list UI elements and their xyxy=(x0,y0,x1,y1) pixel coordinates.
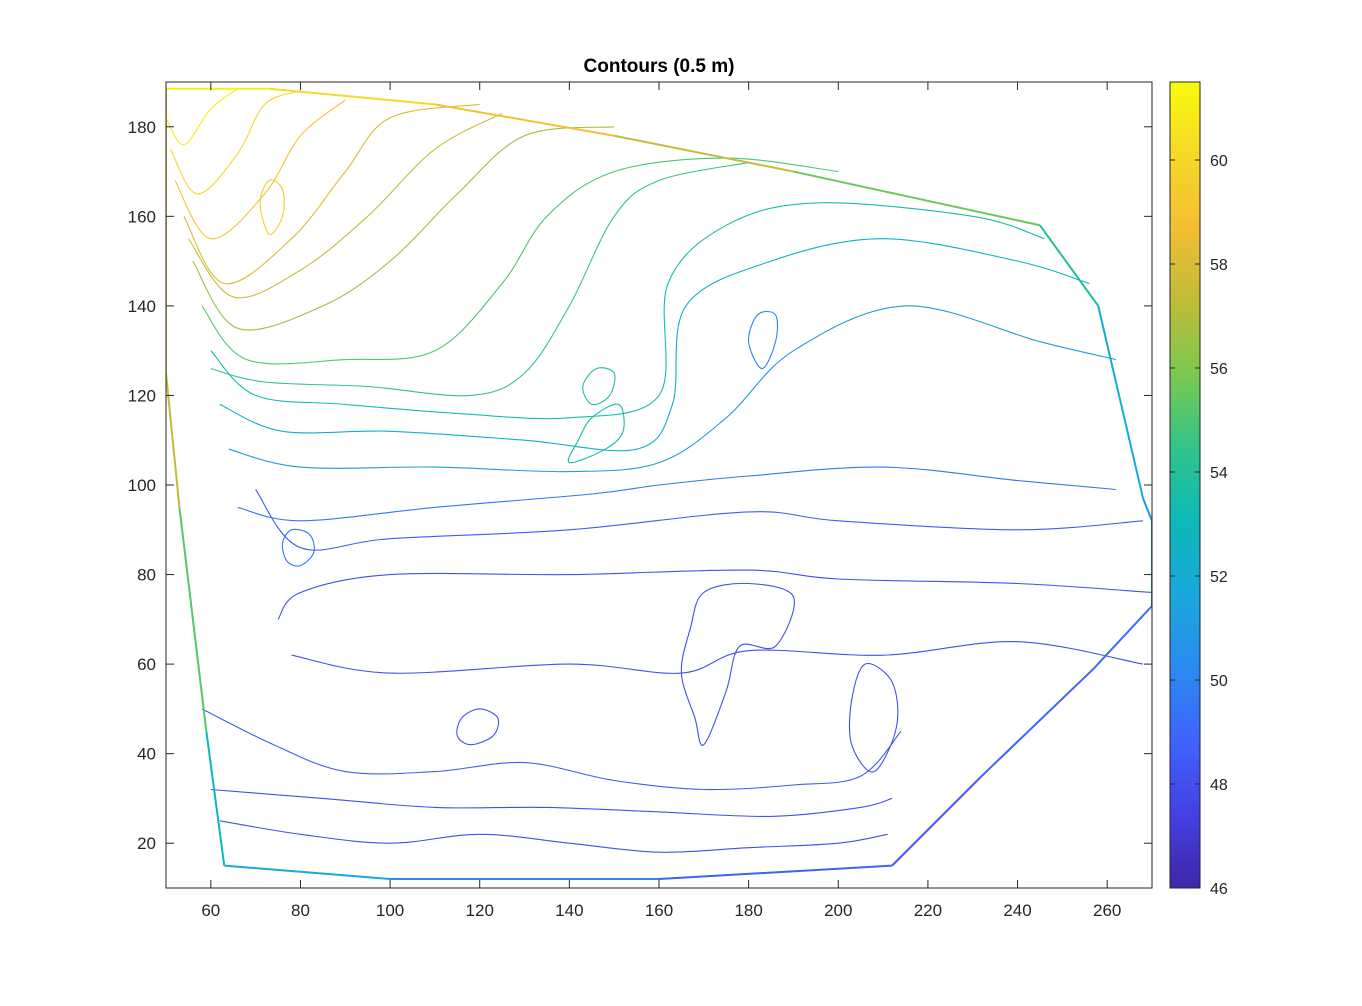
y-tick-label: 120 xyxy=(128,386,156,405)
domain-boundary xyxy=(166,87,1152,881)
closed-contour xyxy=(567,403,625,464)
x-tick-label: 200 xyxy=(824,901,852,920)
contour-line xyxy=(166,88,239,146)
colorbar: 46 48 50 52 54 56 58 60 xyxy=(1169,81,1228,898)
contour-line xyxy=(183,103,480,285)
closed-contour xyxy=(680,582,795,746)
x-tick-label: 120 xyxy=(466,901,494,920)
colorbar-tick-label: 58 xyxy=(1210,257,1228,274)
y-tick-label: 80 xyxy=(137,566,156,585)
boundary-segment xyxy=(224,864,391,881)
boundary-segment xyxy=(1097,305,1145,499)
contour-line xyxy=(219,820,888,853)
x-tick-label: 100 xyxy=(376,901,404,920)
colorbar-gradient xyxy=(1169,81,1201,889)
colorbar-tick-label: 56 xyxy=(1210,361,1228,378)
boundary-segment xyxy=(658,864,893,881)
boundary-segment xyxy=(434,103,615,137)
y-tick-label: 40 xyxy=(137,745,156,764)
y-axis-ticks: 20 40 60 80 100 120 140 160 180 xyxy=(128,118,1152,853)
closed-contour xyxy=(748,310,779,370)
boundary-segment xyxy=(178,507,208,732)
boundary-segment xyxy=(1039,224,1100,307)
y-tick-label: 140 xyxy=(128,297,156,316)
contour-line xyxy=(210,788,893,818)
x-tick-label: 180 xyxy=(734,901,762,920)
boundary-segment xyxy=(1093,605,1152,670)
colorbar-tick-label: 52 xyxy=(1210,569,1228,586)
y-tick-label: 100 xyxy=(128,476,156,495)
boundary-segment xyxy=(1142,498,1152,522)
colorbar-ticks: 46 48 50 52 54 56 58 60 xyxy=(1170,153,1228,898)
x-tick-label: 260 xyxy=(1093,901,1121,920)
contour-line xyxy=(210,162,749,397)
contour-lines xyxy=(166,88,1152,853)
boundary-segment xyxy=(205,731,226,866)
boundary-segment xyxy=(613,134,794,173)
contour-line xyxy=(201,157,839,365)
colorbar-tick-label: 60 xyxy=(1210,153,1228,170)
contour-line xyxy=(237,466,1117,522)
x-tick-label: 220 xyxy=(914,901,942,920)
boundary-segment xyxy=(793,170,1041,227)
contour-line xyxy=(192,126,615,331)
x-tick-label: 140 xyxy=(555,901,583,920)
contour-line xyxy=(187,112,503,299)
boundary-segment xyxy=(268,87,436,106)
contour-line xyxy=(255,489,1144,551)
colorbar-tick-label: 54 xyxy=(1210,465,1228,482)
closed-contour xyxy=(456,708,500,746)
boundary-segment xyxy=(891,775,983,867)
contour-line xyxy=(174,99,346,240)
contour-line xyxy=(291,641,1144,674)
y-tick-label: 180 xyxy=(128,118,156,137)
contour-line xyxy=(219,238,1090,452)
colorbar-tick-label: 46 xyxy=(1210,881,1228,898)
y-tick-label: 60 xyxy=(137,655,156,674)
boundary-segment xyxy=(980,667,1095,777)
x-tick-label: 240 xyxy=(1003,901,1031,920)
x-tick-label: 80 xyxy=(291,901,310,920)
closed-contour xyxy=(582,367,616,406)
contour-line xyxy=(228,305,1117,473)
contour-line xyxy=(201,708,902,791)
closed-contour xyxy=(281,528,315,567)
x-tick-label: 60 xyxy=(201,901,220,920)
colorbar-tick-label: 48 xyxy=(1210,777,1228,794)
chart-title: Contours (0.5 m) xyxy=(584,56,735,77)
colorbar-tick-label: 50 xyxy=(1210,673,1228,690)
x-tick-label: 160 xyxy=(645,901,673,920)
x-axis-ticks: 60 80 100 120 140 160 180 200 220 240 260 xyxy=(201,82,1121,920)
y-tick-label: 160 xyxy=(128,207,156,226)
y-tick-label: 20 xyxy=(137,834,156,853)
closed-contour xyxy=(259,179,285,235)
closed-contour xyxy=(848,663,899,773)
contour-line xyxy=(170,90,301,195)
contour-line xyxy=(210,202,1045,420)
contour-line xyxy=(277,569,1152,620)
